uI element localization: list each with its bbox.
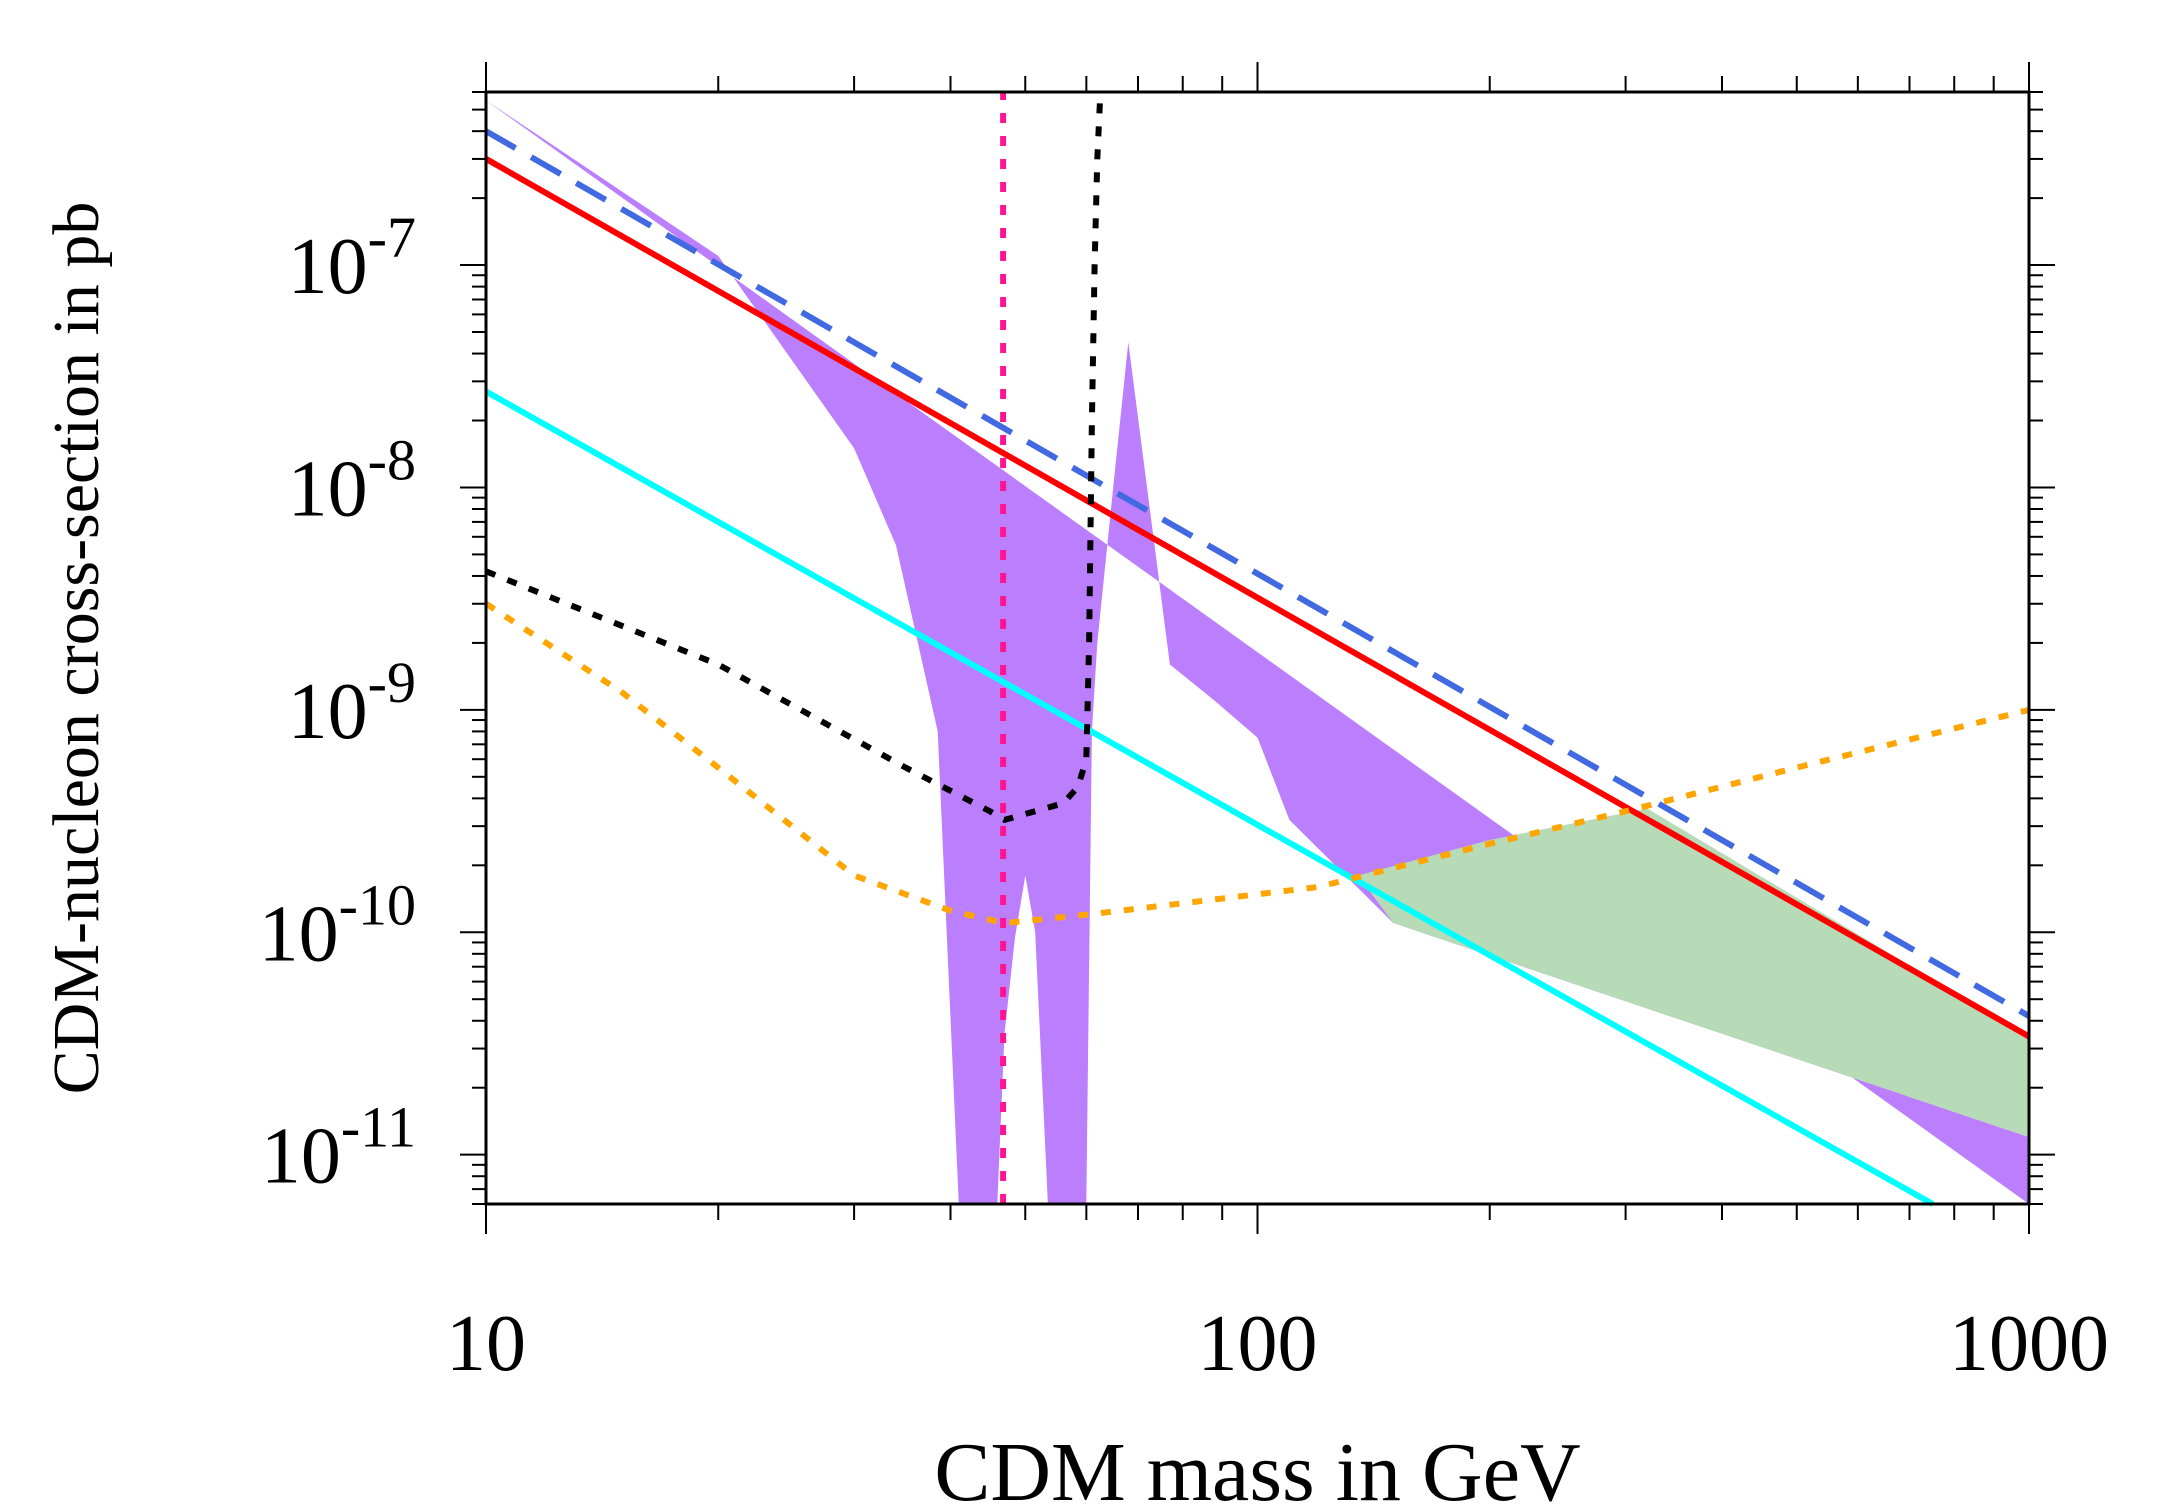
y-tick-exponent: -10 [339, 872, 416, 937]
y-tick-label: 10-9 [288, 650, 416, 756]
green-allowed-region [1358, 808, 2029, 1138]
y-tick-label: 10-11 [261, 1095, 416, 1201]
y-tick-base: 10 [259, 890, 339, 978]
plot-frame [484, 90, 2031, 1206]
y-tick-base: 10 [261, 1113, 341, 1201]
y-tick-exponent: -9 [368, 650, 416, 715]
orange-dotted-curve [484, 601, 2030, 927]
y-tick-label: 10-10 [259, 872, 416, 978]
y-tick-exponent: -7 [368, 205, 416, 270]
y-tick-exponent: -8 [368, 427, 416, 492]
cyan-solid-limit [484, 388, 1935, 1207]
blue-dashed-limit [484, 128, 2031, 1019]
y-tick-base: 10 [288, 223, 368, 311]
x-axis-title: CDM mass in GeV [934, 1426, 1580, 1512]
black-dotted-curve [484, 100, 1103, 823]
y-tick-label: 10-7 [288, 205, 416, 311]
y-axis-title: CDM-nucleon cross-section in pb [40, 202, 113, 1095]
x-tick-label: 100 [1198, 1300, 1318, 1388]
y-tick-label: 10-8 [288, 427, 416, 533]
y-tick-exponent: -11 [341, 1095, 416, 1160]
x-tick-label: 1000 [1949, 1300, 2109, 1388]
ticks-layer [460, 62, 2055, 1234]
x-tick-label: 10 [446, 1300, 526, 1388]
y-tick-base: 10 [288, 668, 368, 756]
red-solid-limit [484, 156, 2031, 1040]
series-layer [484, 92, 2031, 1207]
y-tick-base: 10 [288, 445, 368, 533]
